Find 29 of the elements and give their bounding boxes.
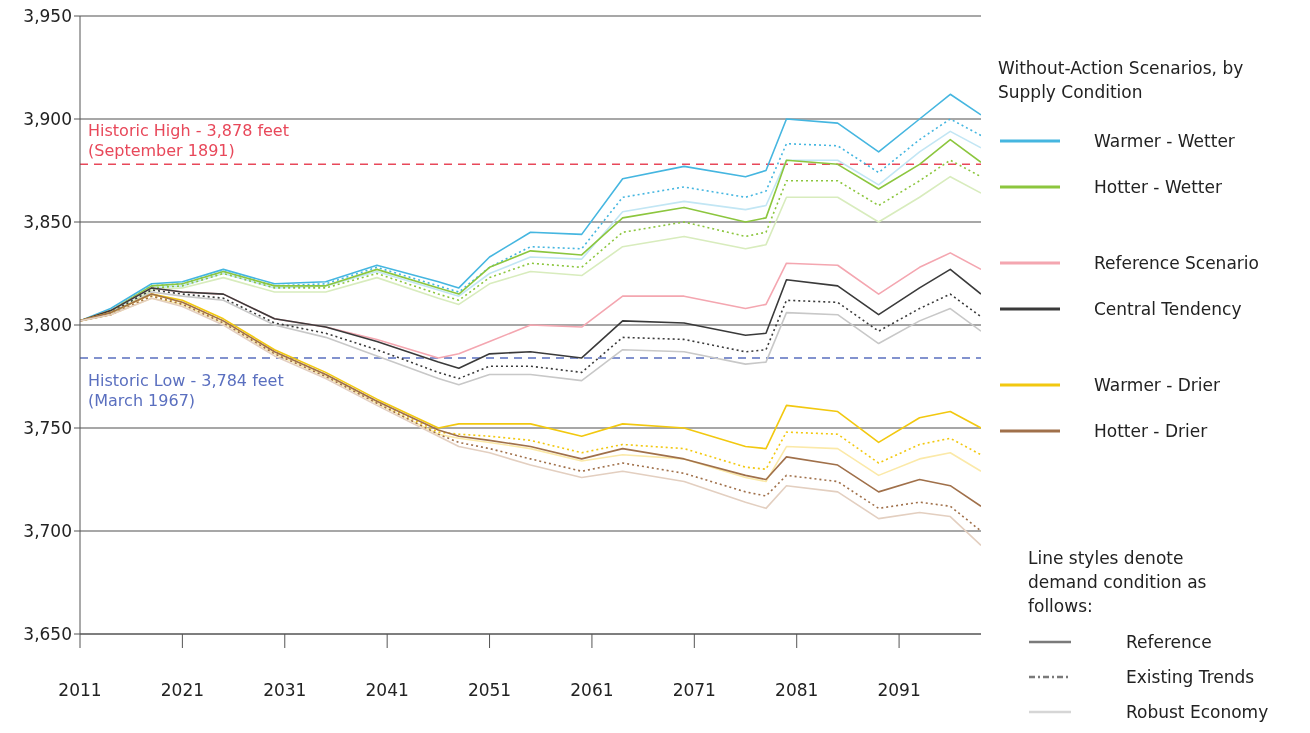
legend-label: Hotter - Drier xyxy=(1094,421,1208,441)
legend-label: Central Tendency xyxy=(1094,299,1242,319)
x-tick-label: 2071 xyxy=(672,680,716,701)
legend-label: Warmer - Wetter xyxy=(1094,131,1235,151)
text: Existing Trends xyxy=(1126,666,1255,687)
y-tick-label: 3,950 xyxy=(23,6,72,27)
y-tick-label: 3,750 xyxy=(23,418,72,439)
legend-label: Hotter - Wetter xyxy=(1094,177,1222,197)
x-tick-label: 2061 xyxy=(570,680,614,701)
y-tick-label: 3,900 xyxy=(23,109,72,130)
x-tick-label: 2031 xyxy=(263,680,307,701)
x-tick-label: 2051 xyxy=(467,680,512,701)
x-tick-label: 2021 xyxy=(160,680,205,701)
text: Reference xyxy=(1126,631,1212,652)
legend-label: Warmer - Drier xyxy=(1094,375,1221,395)
x-tick-label: 2091 xyxy=(877,680,921,701)
legend-title: Without-Action Scenarios, by Supply Condition xyxy=(998,57,1245,104)
x-tick-label: 2011 xyxy=(58,680,102,701)
ref-line-label: Historic Low - 3,784 feet (March 1967) xyxy=(88,370,284,410)
ref-line-label: Historic High - 3,878 feet (September 1891) xyxy=(88,121,289,161)
y-tick-label: 3,700 xyxy=(23,521,72,542)
y-tick-label: 3,650 xyxy=(23,624,72,645)
text: Robust Economy xyxy=(1126,701,1269,722)
x-tick-label: 2041 xyxy=(365,680,409,701)
y-tick-label: 3,850 xyxy=(23,212,72,233)
y-tick-label: 3,800 xyxy=(23,315,72,336)
x-tick-label: 2081 xyxy=(775,680,819,701)
text: Line styles denote demand condition as follows: xyxy=(1028,547,1208,618)
legend-label: Reference Scenario xyxy=(1094,253,1259,273)
